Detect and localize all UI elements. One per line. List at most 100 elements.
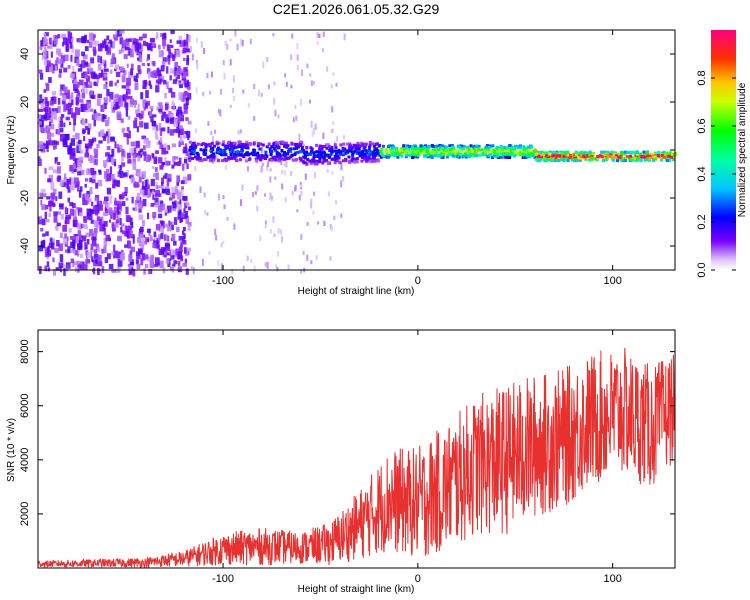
heatmap-cell xyxy=(65,141,68,148)
heatmap-cell xyxy=(312,81,315,86)
heatmap-cell xyxy=(355,144,359,147)
heatmap-cell xyxy=(130,63,134,71)
heatmap-cell xyxy=(72,163,76,170)
heatmap-cell xyxy=(85,259,88,267)
heatmap-cell xyxy=(58,191,63,199)
heatmap-cell xyxy=(78,237,81,241)
heatmap-cell xyxy=(294,105,297,109)
heatmap-cell xyxy=(283,144,286,148)
heatmap-cell xyxy=(56,211,61,215)
heatmap-cell xyxy=(223,204,226,209)
heatmap-cell xyxy=(124,46,130,51)
heatmap-cell xyxy=(430,144,434,148)
heatmap-cell xyxy=(65,217,70,224)
heatmap-cell xyxy=(159,260,164,269)
heatmap-cell xyxy=(67,186,71,193)
heatmap-cell xyxy=(58,74,62,78)
heatmap-cell xyxy=(67,214,72,220)
heatmap-cell xyxy=(144,179,147,187)
heatmap-cell xyxy=(169,39,172,43)
heatmap-cell xyxy=(605,151,609,154)
heatmap-cell xyxy=(456,151,460,155)
heatmap-cell xyxy=(163,79,167,85)
heatmap-cell xyxy=(173,129,177,133)
heatmap-cell xyxy=(269,229,272,234)
heatmap-cell xyxy=(290,171,293,176)
heatmap-cell xyxy=(94,81,98,87)
heatmap-cell xyxy=(128,225,132,232)
heatmap-cell xyxy=(556,152,560,156)
heatmap-cell xyxy=(241,149,244,153)
heatmap-cell xyxy=(76,168,79,172)
heatmap-cell xyxy=(553,159,557,163)
heatmap-cell xyxy=(463,152,467,156)
heatmap-cell xyxy=(433,145,437,148)
heatmap-cell xyxy=(167,55,171,62)
heatmap-cell xyxy=(219,109,222,117)
heatmap-cell xyxy=(116,200,122,204)
heatmap-cell xyxy=(178,80,182,85)
heatmap-cell xyxy=(336,150,340,153)
heatmap-cell xyxy=(49,124,55,130)
heatmap-cell xyxy=(167,262,171,267)
heatmap-cell xyxy=(81,36,86,44)
heatmap-cell xyxy=(159,165,164,170)
heatmap-cell xyxy=(652,158,656,162)
heatmap-cell xyxy=(39,192,43,200)
heatmap-cell xyxy=(159,220,164,224)
heatmap-cell xyxy=(63,86,67,92)
heatmap-cell xyxy=(185,202,190,206)
heatmap-cell xyxy=(139,148,144,152)
heatmap-cell xyxy=(385,152,389,156)
heatmap-cell xyxy=(66,264,70,270)
heatmap-cell xyxy=(81,235,87,242)
heatmap-cell xyxy=(136,42,142,50)
heatmap-cell xyxy=(516,151,520,155)
heatmap-cell xyxy=(256,205,259,212)
heatmap-cell xyxy=(125,206,129,215)
heatmap-cell xyxy=(93,49,97,55)
heatmap-cell xyxy=(50,51,53,58)
heatmap-cell xyxy=(186,34,189,40)
heatmap-cell xyxy=(77,263,82,269)
heatmap-cell xyxy=(333,143,337,147)
heatmap-cell xyxy=(343,135,345,139)
heatmap-cell xyxy=(166,66,169,74)
heatmap-cell xyxy=(79,79,84,86)
heatmap-cell xyxy=(284,73,287,78)
heatmap-cell xyxy=(199,186,202,193)
heatmap-cell xyxy=(451,154,455,158)
heatmap-cell xyxy=(375,142,379,146)
heatmap-cell xyxy=(185,268,189,275)
heatmap-cell xyxy=(345,142,349,146)
heatmap-cell xyxy=(114,221,119,228)
heatmap-cell xyxy=(486,144,489,148)
heatmap-cell xyxy=(135,153,140,158)
heatmap-cell xyxy=(287,264,290,271)
heatmap-cell xyxy=(173,260,177,264)
heatmap-cell xyxy=(146,154,150,163)
heatmap-cell xyxy=(245,140,249,144)
heatmap-cell xyxy=(225,165,228,170)
heatmap-cell xyxy=(139,121,144,128)
heatmap-cell xyxy=(642,150,646,154)
heatmap-cell xyxy=(440,144,444,148)
heatmap-cell xyxy=(160,203,165,211)
x-tick-label: -100 xyxy=(212,573,234,585)
heatmap-cell xyxy=(165,258,170,264)
heatmap-cell xyxy=(126,127,130,132)
heatmap-cell xyxy=(171,187,175,193)
heatmap-cell xyxy=(595,156,599,160)
heatmap-cell xyxy=(394,149,398,152)
heatmap-cell xyxy=(285,152,289,156)
heatmap-cell xyxy=(441,155,445,159)
heatmap-cell xyxy=(88,41,93,48)
heatmap-cell xyxy=(169,44,174,48)
heatmap-cell xyxy=(273,233,276,238)
heatmap-cell xyxy=(69,236,75,240)
heatmap-cell xyxy=(639,158,643,162)
heatmap-cell xyxy=(49,200,54,207)
heatmap-cell xyxy=(59,179,64,186)
heatmap-cell xyxy=(106,35,110,41)
heatmap-cell xyxy=(300,145,304,149)
